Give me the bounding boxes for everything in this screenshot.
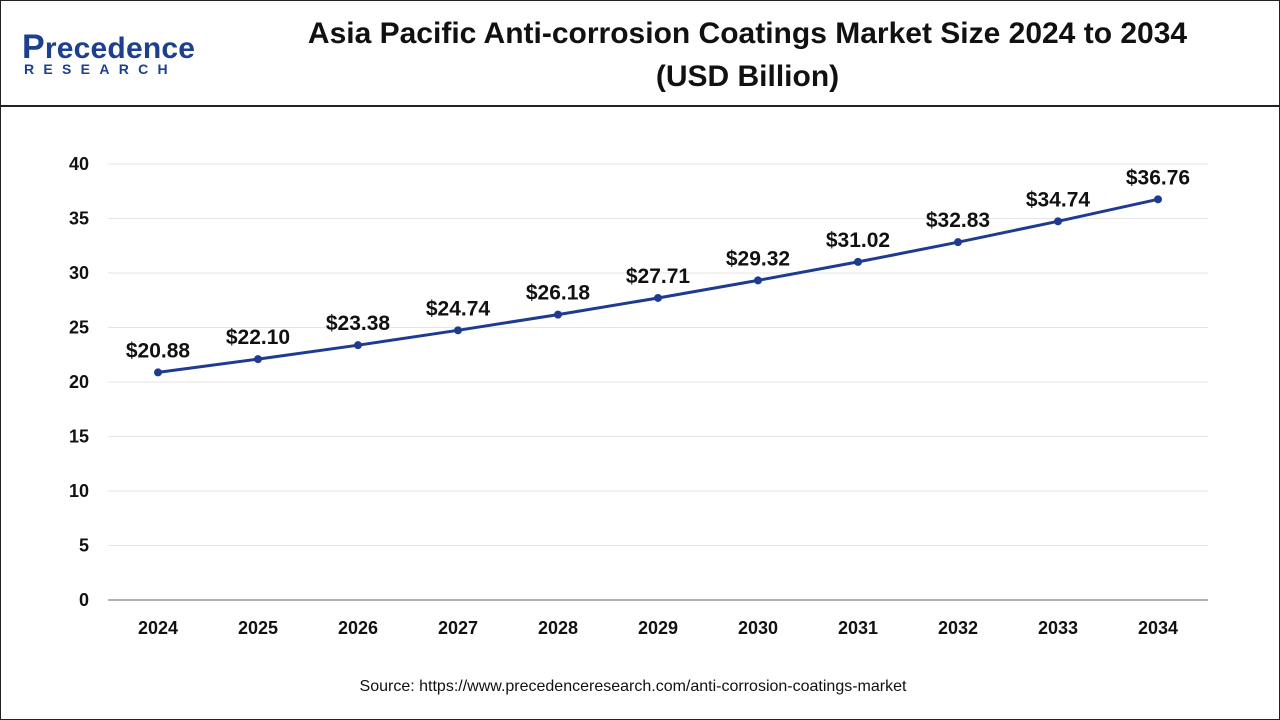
x-tick-label: 2025 [238,618,278,638]
data-point [1154,195,1162,204]
data-point [654,293,662,302]
data-label: $32.83 [926,209,990,232]
data-label: $23.38 [326,312,391,335]
data-point [154,368,162,377]
data-labels: $20.88 $22.10 $23.38 $24.74 $26.18 $27.71 $29.… [126,166,1190,362]
x-tick-label: 2029 [638,618,678,638]
x-tick-label: 2024 [138,618,178,638]
data-point [354,341,362,350]
x-tick-label: 2034 [1138,618,1178,638]
data-label: $24.74 [426,297,491,320]
x-tick-label: 2032 [938,618,978,638]
y-tick-label: 20 [69,372,89,392]
data-label: $31.02 [826,229,890,252]
logo-initial: P [22,28,45,66]
y-tick-label: 30 [69,263,89,283]
data-point [754,276,762,285]
x-tick-label: 2030 [738,618,778,638]
logo-wordmark: Precedence [22,28,195,67]
data-label: $34.74 [1026,188,1091,211]
gridlines [108,163,1208,546]
data-label: $27.71 [626,265,691,288]
data-point [854,257,862,266]
y-tick-label: 5 [79,536,89,556]
x-tick-label: 2031 [838,618,878,638]
y-tick-label: 10 [69,481,89,501]
precedence-research-logo: Precedence RESEARCH [22,28,222,84]
source-note: Source: https://www.precedenceresearch.c… [359,678,907,695]
data-points [154,195,1162,377]
data-point [254,355,262,364]
data-point [454,326,462,335]
data-point [554,310,562,319]
header: Precedence RESEARCH Asia Pacific Anti-co… [0,0,1280,107]
data-point [1054,217,1062,226]
y-tick-label: 25 [69,318,89,338]
data-point [954,238,962,247]
chart-title: Asia Pacific Anti-corrosion Coatings Mar… [307,17,1188,93]
x-tick-label: 2026 [338,618,378,638]
data-label: $20.88 [126,339,191,362]
x-tick-label: 2033 [1038,618,1078,638]
y-tick-label: 40 [69,154,89,174]
logo-rest: recedence [44,32,196,65]
data-label: $22.10 [226,326,290,349]
data-label: $29.32 [726,247,790,270]
y-tick-label: 35 [69,209,89,229]
y-tick-label: 15 [69,427,89,447]
x-tick-label: 2027 [438,618,478,638]
y-tick-label: 0 [79,590,89,610]
data-label: $36.76 [1126,166,1190,189]
x-tick-label: 2028 [538,618,578,638]
data-label: $26.18 [526,282,591,305]
logo-subtitle: RESEARCH [24,61,177,77]
